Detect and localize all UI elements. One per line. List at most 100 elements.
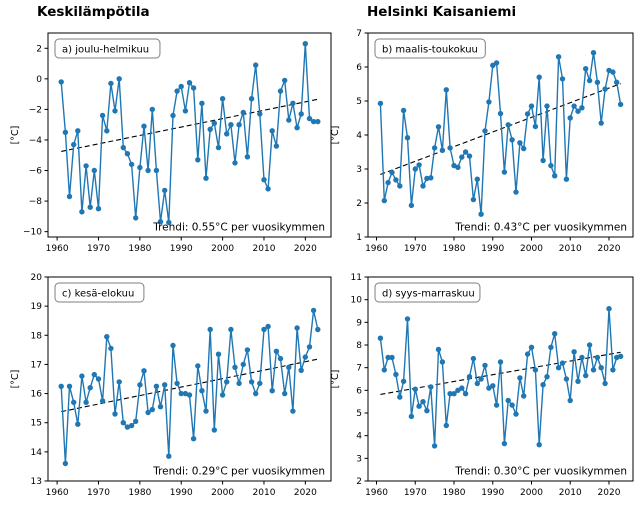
panel-b-data-point — [509, 137, 515, 143]
x-tick-label: 1980 — [443, 488, 466, 498]
y-tick-label: 20 — [31, 273, 43, 283]
panel-d-data-point — [505, 397, 511, 404]
panel-a-data-point — [211, 120, 217, 126]
panel-b-data-point — [552, 173, 558, 179]
panel-b-data-point — [397, 183, 403, 189]
panel-c-data-point — [58, 383, 64, 389]
panel-b-data-point — [447, 145, 453, 151]
panel-b-data-point — [412, 166, 418, 172]
panel-d-data-point — [412, 386, 418, 392]
panel-a-data-point — [282, 77, 288, 84]
panel-c-data-point — [269, 388, 275, 394]
panel-a-data-point — [182, 108, 189, 114]
panel-d-data-point — [567, 397, 573, 404]
panel-b-data-point — [528, 103, 535, 109]
panel-a-trend-line — [61, 98, 318, 152]
panel-c-data-point — [104, 334, 110, 340]
y-axis-label: [°C] — [10, 370, 21, 389]
panel-a-data-point — [186, 80, 193, 86]
panel-d-data-point — [586, 342, 593, 348]
x-tick-label: 2000 — [520, 244, 543, 254]
panel-d-data-point — [397, 394, 403, 400]
panel-c-data-point — [62, 460, 69, 467]
y-tick-label: −2 — [29, 105, 42, 115]
panel-b-data-point — [486, 99, 492, 105]
panel-c-data-point — [211, 427, 217, 433]
y-axis-label: [°C] — [10, 126, 21, 145]
panel-c-data-point — [112, 411, 118, 417]
panel-a-data-point — [91, 167, 98, 174]
panel-a-data-point — [290, 100, 296, 107]
x-tick-label: 2010 — [253, 244, 276, 254]
panel-d-data-point — [617, 353, 624, 359]
panel-d-data-point — [451, 391, 457, 397]
panel-b-data-point — [575, 108, 581, 114]
panel-c-data-point — [282, 390, 288, 397]
panel-b-data-point — [431, 145, 438, 151]
panel-d-data-point — [501, 440, 508, 447]
panel-b-data-point — [579, 105, 585, 111]
panel-b-data-point — [524, 111, 531, 117]
y-tick-label: 2 — [356, 477, 362, 487]
panel-b-data-point — [517, 140, 523, 146]
panel-c-data-point — [95, 376, 102, 382]
x-tick-label: 1970 — [404, 244, 427, 254]
x-tick-label: 1990 — [170, 244, 193, 254]
panel-b-data-point — [548, 162, 554, 169]
panel-d-data-point — [482, 362, 488, 369]
panel-a-data-point — [62, 129, 69, 135]
y-tick-label: 16 — [31, 390, 43, 400]
panel-d-data-point — [579, 354, 585, 361]
panel-d-data-point — [400, 378, 407, 384]
panel-a-data-point — [120, 144, 127, 151]
x-tick-label: 1970 — [87, 488, 110, 498]
panel-b-data-point — [544, 103, 550, 109]
y-tick-label: 6 — [356, 63, 362, 73]
panel-d-data-point — [509, 402, 515, 408]
panel-a-data-point — [253, 62, 259, 68]
panel-a-data-point — [244, 154, 251, 160]
panel-d-data-point — [459, 385, 465, 391]
panel-d-data-point — [443, 422, 449, 429]
panel-d-trend-label: Trendi: 0.30°C per vuosikymmen — [454, 466, 627, 478]
panel-d-label-box — [374, 282, 481, 303]
panel-c-data-point — [75, 421, 81, 427]
panel-d-data-point — [478, 376, 484, 382]
y-tick-label: −10 — [23, 228, 42, 238]
panel-b-data-point — [408, 202, 415, 209]
panel-c-data-point — [83, 399, 89, 405]
panel-d-data-point — [447, 391, 453, 397]
panel-a-data-point — [58, 79, 64, 85]
panel-d-data-point — [404, 316, 411, 322]
panel-b-data-point — [474, 176, 480, 182]
panel-d-data-point — [575, 378, 581, 384]
panel-a-data-point — [133, 215, 139, 221]
panel-d-data-point — [377, 335, 384, 341]
panel-a-data-point — [302, 41, 308, 47]
panel-a-data-point — [207, 126, 213, 132]
panel-a-data-point — [66, 193, 73, 200]
panel-c-data-point — [190, 436, 197, 442]
panel-c-data-point — [253, 390, 259, 397]
panel-d-data-point — [408, 413, 415, 420]
panel-c-data-point — [236, 380, 242, 387]
panel-c-data-point — [315, 326, 321, 333]
panel-d-data-point — [493, 402, 500, 408]
panel-d-data-point — [416, 403, 422, 409]
panel-d-data-point — [524, 351, 531, 357]
panel-a-data-point — [277, 88, 284, 94]
panel-b-data-point — [420, 183, 426, 189]
panel-a-data-point — [124, 151, 131, 157]
panel-c-data-point — [120, 420, 127, 426]
x-tick-label: 1980 — [128, 488, 151, 498]
panel-a-data-point — [190, 85, 197, 91]
x-tick-label: 1970 — [87, 244, 110, 254]
x-tick-label: 1960 — [46, 244, 69, 254]
panel-b-data-point — [462, 149, 469, 155]
x-tick-label: 1970 — [404, 488, 427, 498]
x-tick-label: 2020 — [598, 244, 621, 254]
panel-a-data-point — [219, 96, 226, 102]
panel-a-label-box — [54, 38, 161, 59]
panel-c-data-point — [224, 379, 230, 385]
